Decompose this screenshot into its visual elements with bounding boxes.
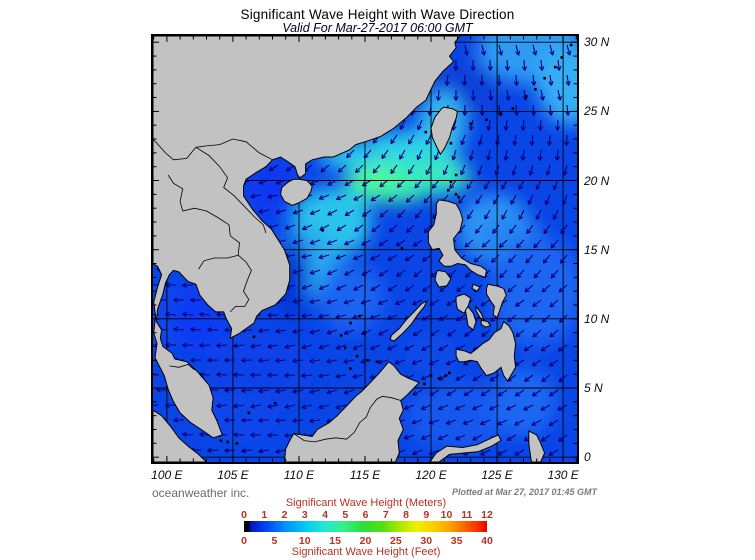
colorbar-tick: 12 <box>481 509 493 521</box>
colorbar-tick: 40 <box>481 535 493 547</box>
x-axis-label: 125 E <box>481 468 513 482</box>
x-axis-label: 120 E <box>415 468 447 482</box>
colorbar-tick: 35 <box>450 535 463 547</box>
colorbar-tick: 20 <box>359 535 372 547</box>
colorbar-tick: 11 <box>461 509 473 521</box>
colorbar-tick: 2 <box>281 509 288 521</box>
colorbar-tick: 8 <box>403 509 409 521</box>
page-title: Significant Wave Height with Wave Direct… <box>240 7 515 22</box>
colorbar-tick: 9 <box>423 509 430 521</box>
map-frame <box>151 34 579 464</box>
x-axis-label: 130 E <box>547 468 579 482</box>
wave-map-canvas <box>153 36 577 462</box>
x-axis-label: 100 E <box>151 468 183 482</box>
y-axis-label: 30 N <box>584 35 610 50</box>
y-axis-label: 5 N <box>584 381 603 395</box>
colorbar-tick: 0 <box>241 509 247 521</box>
colorbar-tick: 1 <box>261 509 268 521</box>
oceanweather-credit: oceanweather inc. <box>152 486 250 500</box>
colorbar-tick: 10 <box>440 509 453 521</box>
colorbar-tick: 5 <box>342 509 349 521</box>
colorbar-gradient <box>244 521 487 532</box>
colorbar-title-meters: Significant Wave Height (Meters) <box>285 497 447 509</box>
colorbar-tick: 0 <box>241 535 247 547</box>
colorbar-tick: 7 <box>382 509 389 521</box>
x-axis-label: 105 E <box>217 468 249 482</box>
x-axis-label: 115 E <box>349 468 381 482</box>
colorbar-tick: 30 <box>420 535 433 547</box>
y-axis-label: 0 <box>584 450 591 465</box>
colorbar-tick: 25 <box>390 535 402 547</box>
colorbar-tick: 15 <box>329 535 341 547</box>
colorbar-tick: 10 <box>298 535 311 547</box>
y-axis-label: 10 N <box>584 311 610 326</box>
y-axis-label: 15 N <box>584 242 610 257</box>
plotted-timestamp: Plotted at Mar 27, 2017 01:45 GMT <box>451 487 597 497</box>
valid-time-subtitle: Valid For Mar-27-2017 06:00 GMT <box>282 21 473 35</box>
y-axis-label: 20 N <box>584 173 610 188</box>
colorbar-title-feet: Significant Wave Height (Feet) <box>291 546 441 558</box>
colorbar-tick: 6 <box>362 509 369 521</box>
colorbar-tick: 4 <box>322 509 328 521</box>
colorbar-tick: 3 <box>301 509 308 521</box>
x-axis-label: 110 E <box>283 468 315 482</box>
colorbar-tick: 5 <box>271 535 278 547</box>
y-axis-label: 25 N <box>584 104 610 119</box>
